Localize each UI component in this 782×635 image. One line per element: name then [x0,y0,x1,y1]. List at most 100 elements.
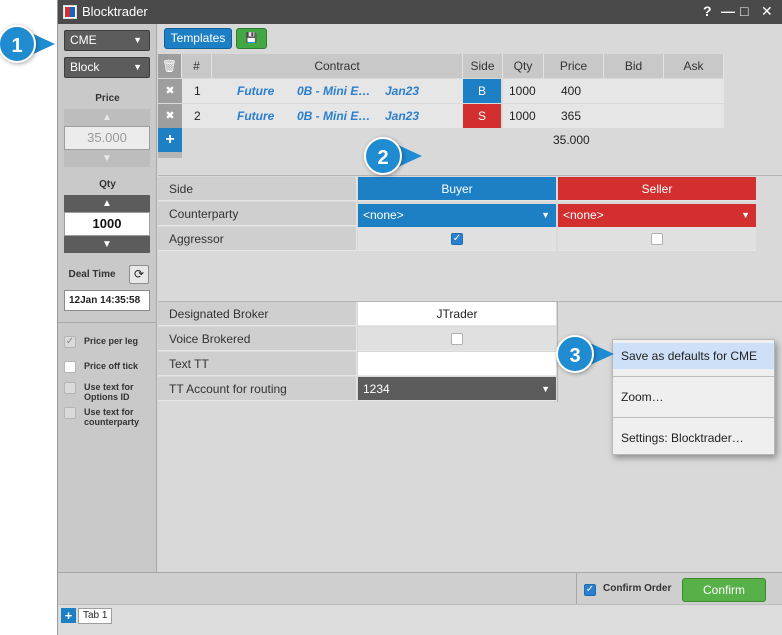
delete-leg-button[interactable]: ✖ [158,104,182,128]
price-up-button[interactable]: ▲ [64,109,150,126]
chevron-down-icon: ▼ [541,384,550,394]
callout-2-pointer [398,145,422,167]
price-per-leg-checkbox[interactable]: ✓ [64,336,76,348]
leg-number: 2 [182,104,212,128]
menu-item-save-defaults[interactable]: Save as defaults for CME [613,343,774,369]
seller-aggressor-checkbox[interactable] [651,233,663,245]
help-icon[interactable]: ? [703,3,712,19]
deal-time-label: Deal Time [68,269,116,280]
total-price: 35.000 [553,133,590,147]
leg-bid [604,79,664,103]
order-type-dropdown[interactable]: Block ▼ [64,57,150,78]
text-counterparty-label: Use text for counterparty [84,407,140,427]
confirm-button[interactable]: Confirm [682,578,766,602]
delete-all-column[interactable]: 🗑 [158,54,182,78]
title-bar: Blocktrader ? — □ ✕ [58,0,782,24]
maximize-icon[interactable]: □ [740,3,749,19]
blocktrader-window: Blocktrader ? — □ ✕ CME ▼ Block ▼ Price … [57,0,782,635]
leg-expiry: Jan23 [385,84,420,98]
save-template-button[interactable]: 💾 [236,28,267,49]
order-type-value: Block [70,60,100,74]
templates-button[interactable]: Templates [164,28,232,49]
price-label: Price [95,93,120,104]
counterparty-label: Counterparty [158,202,357,226]
close-icon: ✖ [165,110,175,122]
chevron-down-icon: ▼ [133,35,142,45]
text-tt-field[interactable] [358,352,556,376]
leg-side-buy[interactable]: B [463,79,501,103]
leg-price[interactable]: 365 [544,104,604,128]
leg-qty[interactable]: 1000 [503,104,544,128]
chevron-down-icon: ▼ [133,62,142,72]
leg-expiry: Jan23 [385,109,420,123]
col-header-side: Side [463,54,503,78]
leg-contract[interactable]: Future 0B - Mini E… Jan23 [212,79,463,103]
leg-bid [604,104,664,128]
qty-up-button[interactable]: ▲ [64,195,150,212]
text-options-id-label: Use text for Options ID [84,382,134,402]
price-down-button[interactable]: ▼ [64,150,150,167]
main-area: Templates 💾 🗑 # Contract Side Qty Price … [158,24,782,572]
leg-price[interactable]: 400 [544,79,604,103]
leg-qty[interactable]: 1000 [503,79,544,103]
text-counterparty-checkbox[interactable] [64,407,76,419]
qty-down-button[interactable]: ▼ [64,236,150,253]
leg-type: Future [237,84,275,98]
leg-type: Future [237,109,275,123]
blocktrader-logo-icon [63,5,77,19]
menu-item-settings[interactable]: Settings: Blocktrader… [621,431,744,445]
trash-icon: 🗑 [161,59,178,73]
refresh-deal-time-button[interactable]: ⟳ [129,265,149,284]
tt-account-select[interactable]: 1234 ▼ [358,377,556,401]
text-options-id-checkbox[interactable] [64,382,76,394]
col-header-bid: Bid [604,54,664,78]
qty-field[interactable]: 1000 [64,212,150,236]
qty-label: Qty [99,179,116,190]
col-header-num: # [182,54,212,78]
tt-account-label: TT Account for routing [158,377,357,401]
col-header-contract: Contract [212,54,463,78]
designated-broker-field[interactable]: JTrader [358,302,556,326]
chevron-down-icon: ▼ [541,210,550,220]
voice-brokered-label: Voice Brokered [158,327,357,351]
deal-time-field[interactable]: 12Jan 14:35:58 [64,290,150,311]
save-icon: 💾 [245,33,258,44]
add-tab-button[interactable]: + [61,608,76,623]
plus-icon: + [165,131,175,148]
footer-bar: ✓ Confirm Order Confirm [58,572,782,605]
menu-item-zoom[interactable]: Zoom… [621,390,664,404]
price-field[interactable]: 35.000 [64,126,150,150]
add-leg-button[interactable]: + [158,128,182,152]
tab-bar: + Tab 1 [58,604,782,635]
close-icon[interactable]: ✕ [761,3,773,19]
voice-brokered-checkbox[interactable] [451,333,463,345]
col-header-price: Price [544,54,604,78]
minimize-icon[interactable]: — [721,3,735,19]
delete-leg-button[interactable]: ✖ [158,79,182,103]
buyer-counterparty-select[interactable]: <none> ▼ [358,204,556,228]
context-menu: Save as defaults for CME Zoom… Settings:… [612,339,775,455]
tab-1[interactable]: Tab 1 [78,608,112,624]
leg-contract[interactable]: Future 0B - Mini E… Jan23 [212,104,463,128]
leg-number: 1 [182,79,212,103]
exchange-dropdown[interactable]: CME ▼ [64,30,150,51]
price-off-tick-checkbox[interactable] [64,361,76,373]
callout-1: 1 [0,25,36,63]
buyer-counterparty-value: <none> [363,208,404,222]
price-per-leg-label: Price per leg [84,336,139,346]
callout-3: 3 [556,335,594,373]
left-panel: CME ▼ Block ▼ Price ▲ 35.000 ▼ Qty ▲ 100… [58,24,157,572]
buyer-header: Buyer [358,177,556,201]
callout-1-pointer [31,33,55,55]
confirm-order-checkbox[interactable]: ✓ [584,584,596,596]
plus-icon: + [64,608,73,623]
close-icon: ✖ [165,85,175,97]
leg-side-sell[interactable]: S [463,104,501,128]
leg-ask [664,104,724,128]
buyer-aggressor-checkbox[interactable]: ✓ [451,233,463,245]
seller-counterparty-value: <none> [563,208,604,222]
chevron-down-icon: ▼ [741,210,750,220]
seller-header: Seller [558,177,756,201]
price-off-tick-label: Price off tick [84,361,139,371]
seller-counterparty-select[interactable]: <none> ▼ [558,204,756,228]
